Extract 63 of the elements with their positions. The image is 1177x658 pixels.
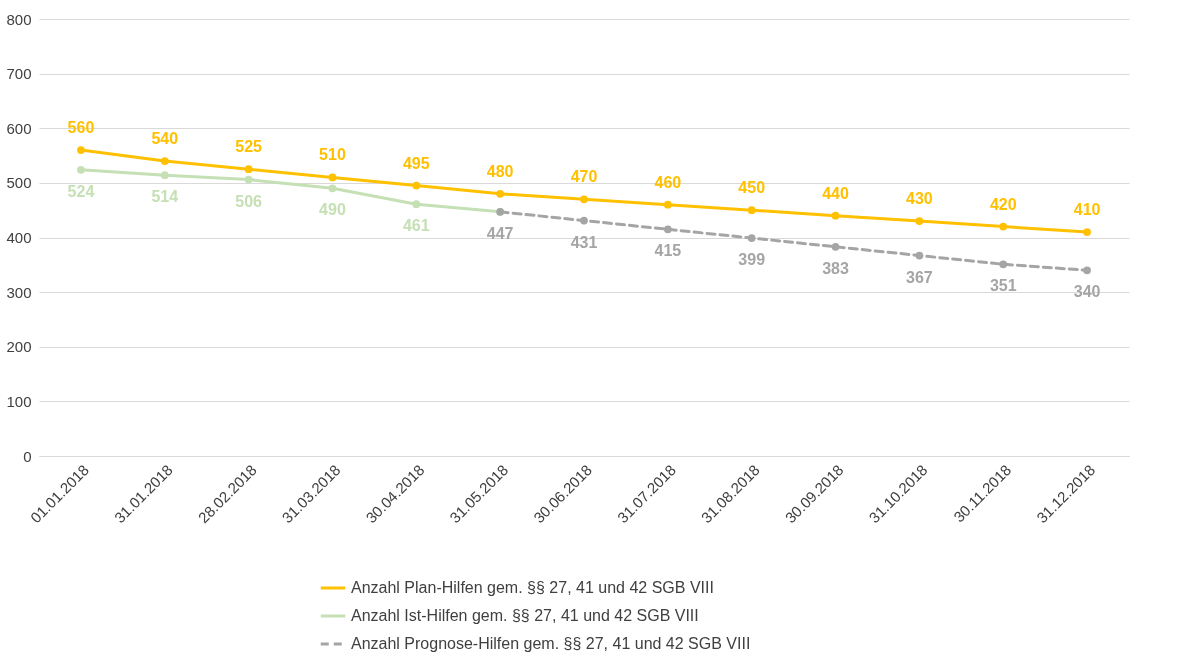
y-tick-label: 600 (6, 119, 32, 137)
data-label: 490 (319, 201, 346, 219)
data-label: 461 (402, 217, 430, 235)
point (412, 200, 421, 209)
point (915, 251, 924, 260)
y-tick-label: 500 (6, 174, 32, 192)
point (663, 225, 672, 234)
data-label: 410 (1073, 201, 1101, 219)
data-label: 351 (989, 277, 1017, 295)
data-label: 399 (738, 251, 766, 269)
data-label: 415 (654, 242, 682, 260)
point (999, 260, 1008, 269)
point (1083, 266, 1091, 275)
y-tick-label: 800 (6, 10, 32, 28)
point (160, 157, 169, 165)
point (328, 173, 337, 182)
point (831, 242, 840, 251)
legend-label: Anzahl Plan-Hilfen gem. §§ 27, 41 und 42 SGB VIII (351, 579, 714, 596)
data-label: 480 (486, 162, 514, 180)
y-tick-label: 100 (6, 392, 32, 410)
data-label: 430 (906, 190, 933, 208)
point (915, 217, 924, 225)
data-label: 450 (738, 179, 766, 197)
y-tick-label: 400 (6, 229, 32, 246)
point (496, 189, 505, 198)
data-label: 540 (151, 130, 179, 148)
data-label: 447 (486, 224, 514, 242)
data-label: 431 (570, 233, 598, 251)
point (244, 165, 253, 174)
point (831, 211, 840, 220)
point (580, 195, 588, 204)
data-label: 340 (1073, 283, 1101, 301)
y-tick-label: 0 (23, 447, 32, 465)
data-label: 560 (67, 119, 95, 137)
y-tick-label: 300 (6, 283, 32, 301)
point (1083, 228, 1091, 236)
data-label: 383 (822, 259, 849, 277)
data-label: 506 (235, 192, 263, 210)
point (77, 146, 85, 154)
point (663, 200, 672, 209)
point (580, 216, 588, 225)
y-tick-label: 200 (6, 338, 32, 356)
point (747, 234, 756, 242)
data-label: 524 (67, 182, 95, 200)
data-label: 440 (822, 184, 849, 202)
data-label: 367 (906, 268, 933, 286)
point (412, 181, 421, 190)
legend-label: Anzahl Ist-Hilfen gem. §§ 27, 41 und 42 SGB VIII (351, 607, 699, 624)
point (160, 171, 169, 180)
legend-label: Anzahl Prognose-Hilfen gem. §§ 27, 41 und 42 SGB VIII (351, 635, 751, 652)
data-label: 510 (319, 146, 346, 164)
point (77, 165, 85, 174)
data-label: 514 (151, 188, 179, 206)
data-label: 495 (402, 154, 430, 172)
point (999, 222, 1008, 231)
point (747, 206, 756, 215)
data-label: 460 (654, 173, 682, 191)
point (244, 175, 253, 184)
point (328, 184, 337, 193)
data-label: 420 (989, 195, 1017, 213)
data-label: 525 (235, 138, 263, 156)
data-label: 470 (570, 168, 598, 186)
y-tick-label: 700 (6, 65, 32, 83)
